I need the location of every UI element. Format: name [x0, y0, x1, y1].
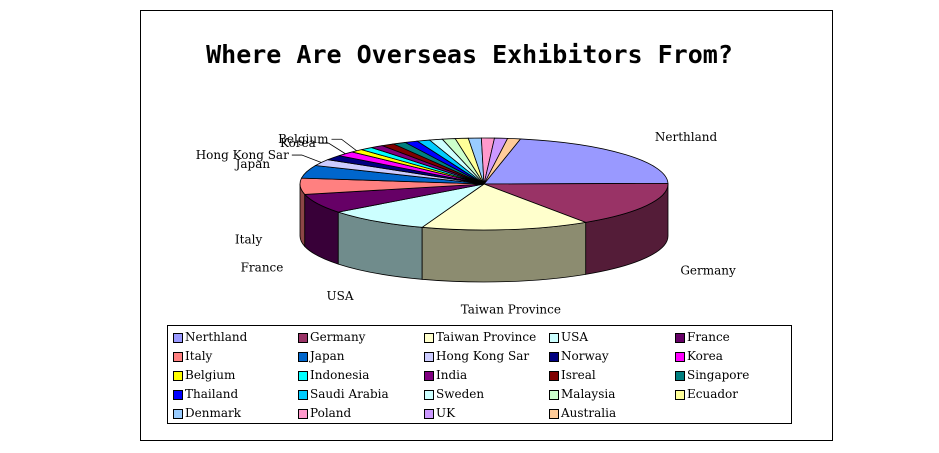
- pie-slice-australia: [483, 137, 522, 185]
- legend-label-indonesia: Indonesia: [310, 368, 370, 382]
- legend-label-thailand: Thailand: [185, 387, 239, 401]
- slice-label-germany: Germany: [680, 264, 736, 278]
- legend-swatch-france: [675, 333, 685, 343]
- slice-label-italy: Italy: [235, 233, 263, 247]
- pie-slice-usa: [338, 183, 485, 228]
- legend-swatch-taiwan-province: [424, 333, 434, 343]
- legend-swatch-singapore: [675, 371, 685, 381]
- legend-swatch-thailand: [173, 390, 183, 400]
- slice-label-korea: Korea: [280, 136, 316, 150]
- legend-label-singapore: Singapore: [687, 368, 750, 382]
- pie-slice-taiwan-province: [421, 183, 588, 231]
- legend-swatch-belgium: [173, 371, 183, 381]
- legend-label-italy: Italy: [185, 349, 213, 363]
- legend-label-ecuador: Ecuador: [687, 387, 739, 401]
- legend-swatch-poland: [298, 409, 308, 419]
- legend-label-norway: Norway: [561, 349, 609, 363]
- leader-line-belgium: [331, 138, 357, 152]
- slice-label-hong-kong-sar: Hong Kong Sar: [196, 148, 289, 162]
- slice-label-france: France: [241, 261, 284, 275]
- pie-slice-germany: [483, 182, 669, 223]
- legend-swatch-denmark: [173, 409, 183, 419]
- legend-label-germany: Germany: [310, 330, 366, 344]
- legend-label-hong-kong-sar: Hong Kong Sar: [436, 349, 530, 363]
- legend-label-saudi-arabia: Saudi Arabia: [310, 387, 389, 401]
- legend-label-uk: UK: [436, 406, 456, 420]
- leader-line-korea: [318, 142, 346, 155]
- legend-swatch-malaysia: [549, 390, 559, 400]
- legend-swatch-japan: [298, 352, 308, 362]
- slice-label-nerthland: Nerthland: [655, 130, 718, 144]
- legend-swatch-uk: [424, 409, 434, 419]
- slice-label-usa: USA: [326, 289, 353, 303]
- leader-line-hong-kong-sar: [291, 154, 322, 163]
- legend-label-poland: Poland: [310, 406, 352, 420]
- pie-slice-nerthland: [483, 138, 669, 185]
- legend-label-korea: Korea: [687, 349, 723, 363]
- legend-swatch-germany: [298, 333, 308, 343]
- legend-swatch-usa: [549, 333, 559, 343]
- legend-swatch-italy: [173, 352, 183, 362]
- legend-label-taiwan-province: Taiwan Province: [436, 330, 537, 344]
- slice-label-belgium: Belgium: [278, 132, 329, 146]
- legend-swatch-korea: [675, 352, 685, 362]
- legend-label-malaysia: Malaysia: [561, 387, 616, 401]
- legend-swatch-hong-kong-sar: [424, 352, 434, 362]
- legend-label-india: India: [436, 368, 468, 382]
- chart-title: Where Are Overseas Exhibitors From?: [206, 40, 733, 69]
- legend-label-sweden: Sweden: [436, 387, 485, 401]
- legend-swatch-australia: [549, 409, 559, 419]
- legend-swatch-indonesia: [298, 371, 308, 381]
- legend-label-denmark: Denmark: [185, 406, 241, 420]
- legend-swatch-saudi-arabia: [298, 390, 308, 400]
- legend-label-nerthland: Nerthland: [185, 330, 248, 344]
- pie-side-taiwan-province: [421, 221, 587, 283]
- legend-swatch-sweden: [424, 390, 434, 400]
- slice-label-taiwan-province: Taiwan Province: [461, 302, 561, 316]
- legend-swatch-india: [424, 371, 434, 381]
- legend-label-france: France: [687, 330, 730, 344]
- legend-label-usa: USA: [561, 330, 588, 344]
- legend-label-australia: Australia: [561, 406, 617, 420]
- legend-swatch-ecuador: [675, 390, 685, 400]
- slice-label-japan: Japan: [234, 157, 271, 171]
- legend-swatch-nerthland: [173, 333, 183, 343]
- legend: Nerthland Germany Taiwan Province USA France…: [167, 325, 792, 424]
- legend-swatch-isreal: [549, 371, 559, 381]
- legend-label-isreal: Isreal: [561, 368, 596, 382]
- legend-label-belgium: Belgium: [185, 368, 236, 382]
- legend-swatch-norway: [549, 352, 559, 362]
- legend-label-japan: Japan: [310, 349, 345, 363]
